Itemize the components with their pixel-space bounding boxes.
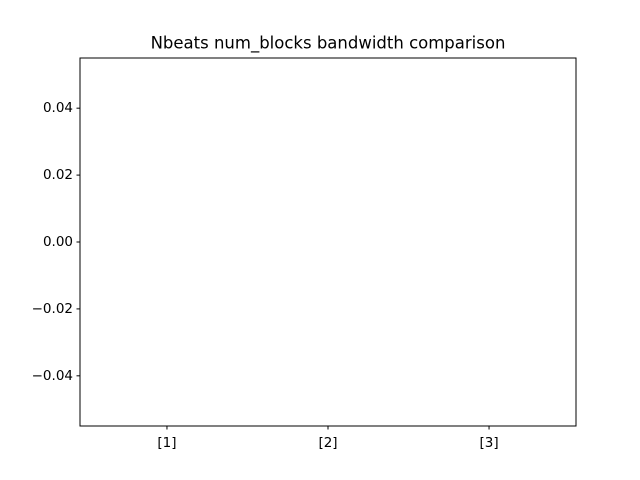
x-tick-label: [1] bbox=[157, 435, 176, 451]
x-tick-label: [3] bbox=[479, 435, 498, 451]
y-tick-label: −0.02 bbox=[32, 301, 73, 317]
plot-frame bbox=[79, 57, 577, 427]
y-tick-label: −0.04 bbox=[32, 368, 73, 384]
y-tick-label: 0.00 bbox=[43, 234, 73, 250]
x-tick-label: [2] bbox=[318, 435, 337, 451]
chart-title: Nbeats num_blocks bandwidth comparison bbox=[151, 34, 506, 54]
y-tick-label: 0.02 bbox=[43, 167, 73, 183]
y-tick-label: 0.04 bbox=[43, 100, 73, 116]
